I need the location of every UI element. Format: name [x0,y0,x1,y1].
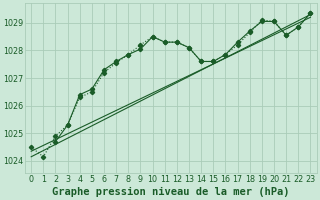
X-axis label: Graphe pression niveau de la mer (hPa): Graphe pression niveau de la mer (hPa) [52,186,290,197]
